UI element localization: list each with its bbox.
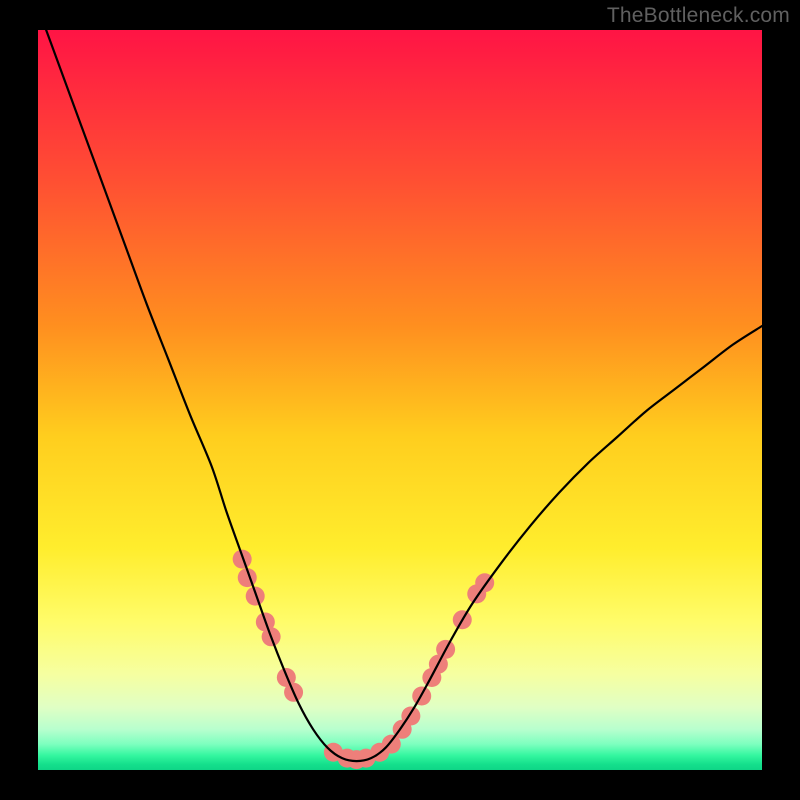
- watermark-text: TheBottleneck.com: [607, 4, 790, 28]
- marker-group: [233, 550, 495, 770]
- curve-layer: [38, 30, 762, 770]
- bottleneck-curve: [38, 30, 762, 761]
- plot-area: [38, 30, 762, 770]
- marker-point: [233, 550, 252, 569]
- chart-stage: TheBottleneck.com: [0, 0, 800, 800]
